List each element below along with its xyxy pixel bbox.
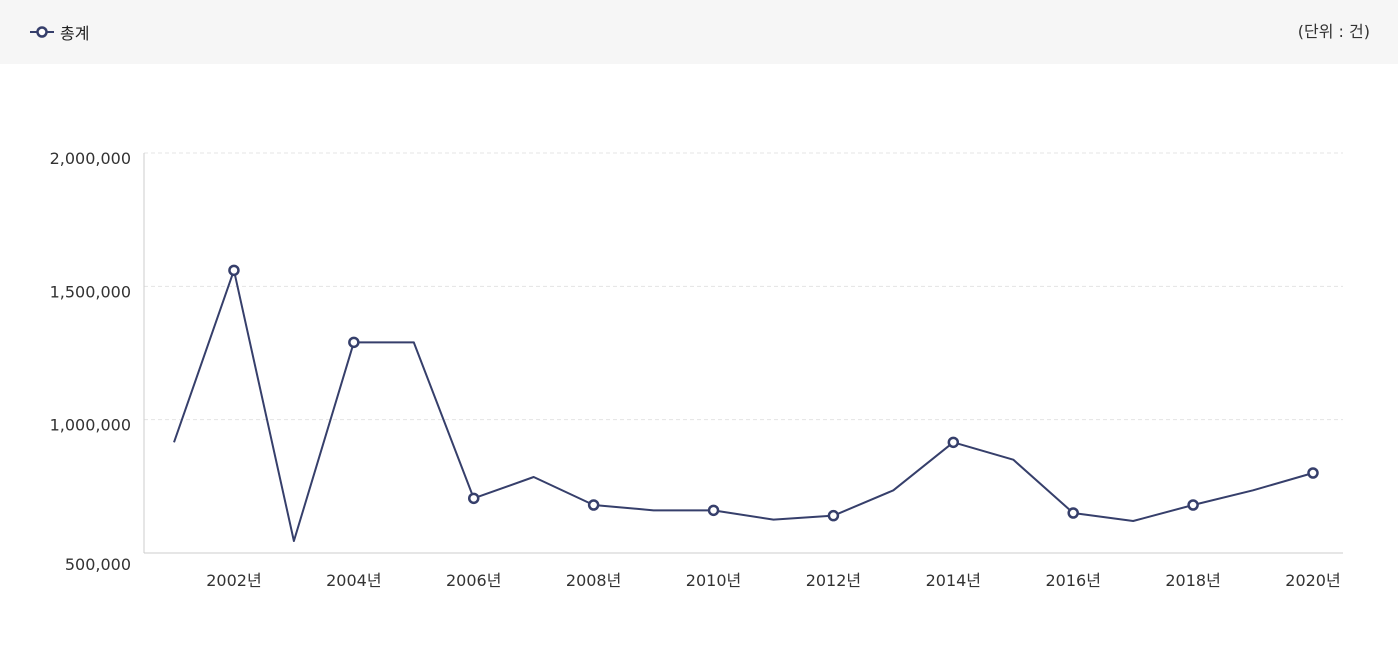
data-point-marker <box>1187 499 1199 511</box>
unit-label: (단위 : 건) <box>1297 22 1370 41</box>
legend-line-marker-icon <box>30 26 54 38</box>
y-tick-label: 1,000,000 <box>50 416 131 435</box>
x-tick-label: 2008년 <box>566 571 621 590</box>
x-tick-label: 2010년 <box>686 571 741 590</box>
line-chart: 500,000 1,000,000 1,500,000 2,000,000 2002년 2… <box>50 149 1343 590</box>
data-point-marker <box>1067 507 1079 519</box>
legend-label: 총계 <box>60 24 90 43</box>
x-tick-label: 2002년 <box>206 571 261 590</box>
x-tick-label: 2018년 <box>1165 571 1220 590</box>
x-tick-label: 2012년 <box>806 571 861 590</box>
data-point-marker <box>827 509 840 522</box>
series-line <box>173 269 1314 542</box>
y-tick-label: 1,500,000 <box>50 282 131 301</box>
x-tick-label: 2004년 <box>326 571 381 590</box>
data-point-marker <box>348 336 360 349</box>
x-tick-label: 2020년 <box>1285 571 1340 590</box>
data-point-marker <box>467 492 480 505</box>
y-tick-label: 2,000,000 <box>50 149 131 168</box>
x-tick-label: 2006년 <box>446 571 501 590</box>
legend-item-total[interactable]: 총계 <box>30 21 89 43</box>
x-tick-label: 2016년 <box>1045 571 1100 590</box>
data-point-marker <box>947 436 960 449</box>
chart-area: 500,000 1,000,000 1,500,000 2,000,000 2002년 2… <box>0 64 1398 653</box>
legend-bar: 총계 (단위 : 건) <box>0 0 1398 64</box>
data-point-marker <box>1307 467 1319 479</box>
y-tick-label: 500,000 <box>65 555 131 574</box>
data-point-marker <box>228 264 240 277</box>
data-point-marker <box>707 504 720 517</box>
data-point-marker <box>587 499 600 511</box>
x-tick-label: 2014년 <box>926 571 981 590</box>
